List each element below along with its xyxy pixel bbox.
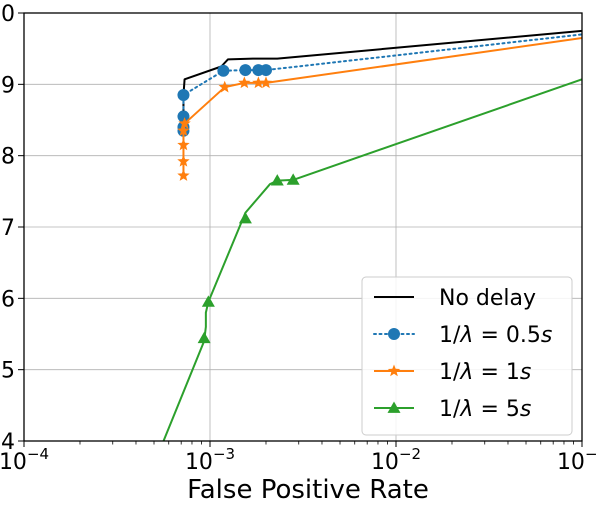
series-marker-2 [178,117,191,129]
series-marker-3 [286,173,300,185]
x-tick-label: 10−4 [0,445,49,475]
series-marker-2 [177,169,190,181]
y-tick-label: 0.8 [0,145,15,170]
series-marker-1 [177,110,190,123]
legend-marker-3 [387,401,401,413]
legend-label-3: 1/λ = 5s [439,397,531,422]
x-axis-label: False Positive Rate [187,475,429,505]
series-marker-1 [177,89,190,102]
legend-marker-1 [388,328,400,340]
legend-box [361,276,573,436]
series-marker-3 [238,211,252,224]
series-group [162,29,582,441]
series-marker-1 [217,64,230,77]
series-marker-3 [201,295,215,307]
y-tick-label: 0.4 [0,430,15,455]
y-tick-label: 1.0 [0,2,15,27]
series-line-2 [182,36,582,176]
series-marker-1 [239,64,252,77]
legend-label-2: 1/λ = 1s [439,360,531,385]
y-tick-label: 0.6 [0,287,15,312]
series-marker-1 [259,64,272,77]
x-tick-label: 10−2 [371,445,421,475]
y-tick-label: 0.5 [0,359,15,384]
legend-label-1: 1/λ = 0.5s [439,323,552,348]
legend: No delay 1/λ = 0.5s 1/λ = 1s 1/λ = 5s [361,276,573,436]
series-marker-2 [252,76,265,89]
series-marker-3 [197,331,211,344]
series-marker-2 [218,80,231,93]
series-marker-2 [259,76,273,89]
y-tick-label: 0.7 [0,216,15,241]
y-tick-label: 0.9 [0,73,15,98]
x-tick-label: 10−3 [185,445,235,475]
series-marker-2 [177,154,190,167]
axis-ticks: 10−4 10−3 10−2 10−1 0.4 0.5 0.6 0.7 0.8 0.9 1.0 [0,2,598,475]
x-tick-label: 10−1 [557,445,598,475]
series-marker-2 [238,76,251,89]
series-marker-2 [177,124,190,136]
series-marker-3 [270,174,284,186]
legend-marker-2 [387,364,401,377]
legend-label-0: No delay [439,286,536,311]
series-marker-2 [177,138,190,151]
